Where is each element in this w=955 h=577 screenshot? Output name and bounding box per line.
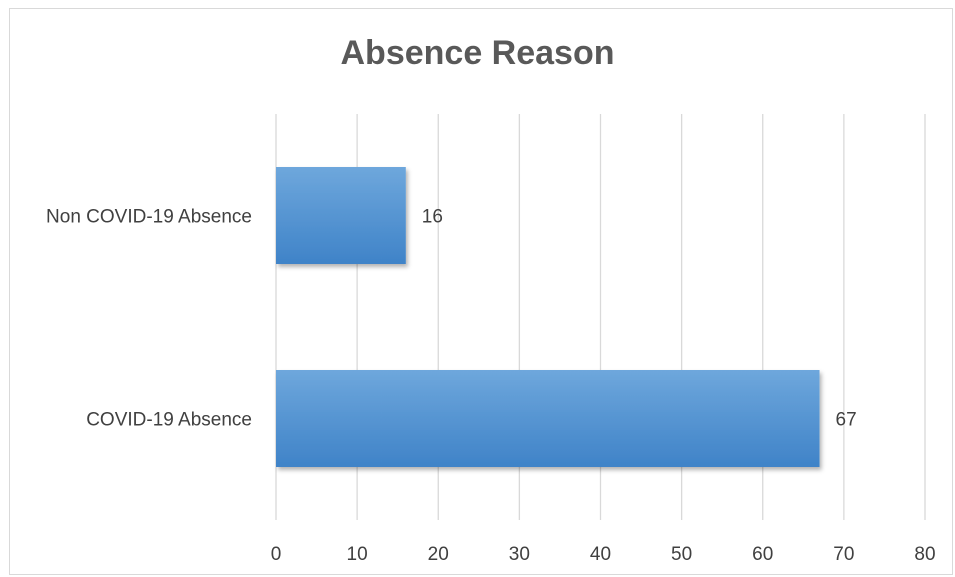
x-tick-label: 70 [833,544,854,565]
chart-title: Absence Reason [340,34,615,72]
x-tick-label: 20 [428,544,449,565]
category-label: COVID-19 Absence [86,410,252,431]
x-tick-label: 80 [914,544,935,565]
bar [276,370,820,467]
data-label: 16 [422,207,443,228]
x-tick-label: 10 [347,544,368,565]
bar [276,167,406,264]
data-label: 67 [836,410,857,431]
category-label: Non COVID-19 Absence [46,207,252,228]
x-tick-label: 60 [752,544,773,565]
x-tick-label: 40 [590,544,611,565]
chart-area [9,8,953,575]
x-tick-label: 50 [671,544,692,565]
x-tick-label: 30 [509,544,530,565]
x-tick-label: 0 [271,544,282,565]
